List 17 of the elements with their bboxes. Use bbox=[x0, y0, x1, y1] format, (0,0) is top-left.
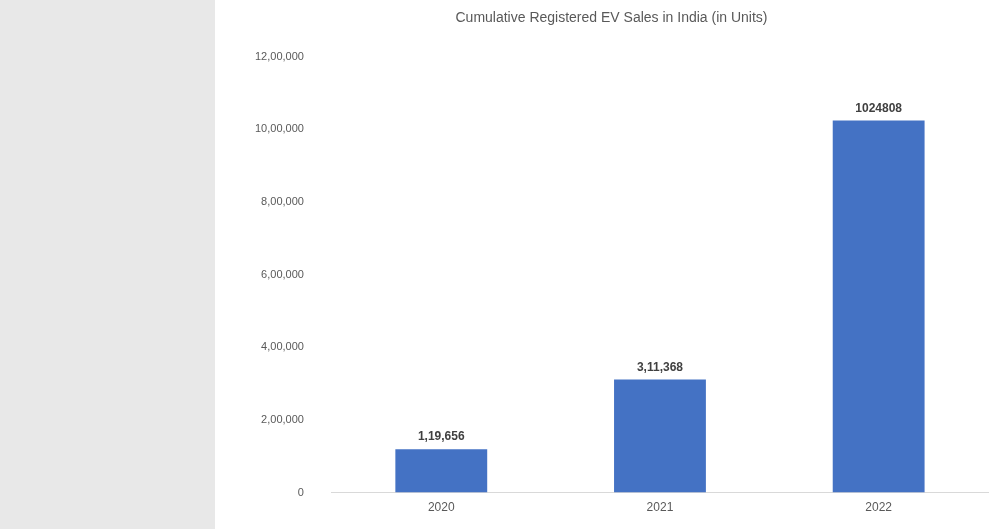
bar bbox=[614, 379, 706, 493]
y-tick-label: 12,00,000 bbox=[255, 49, 304, 62]
x-tick-label: 2021 bbox=[646, 500, 674, 515]
bar bbox=[832, 120, 925, 493]
x-tick-label: 2022 bbox=[865, 500, 893, 515]
data-label: 1,19,656 bbox=[417, 429, 465, 444]
y-tick-label: 2,00,000 bbox=[261, 413, 304, 425]
data-label: 3,11,368 bbox=[636, 359, 684, 374]
data-label: 1024808 bbox=[855, 100, 903, 115]
y-tick-label: 8,00,000 bbox=[261, 195, 304, 208]
x-tick-label: 2020 bbox=[427, 500, 455, 515]
y-tick-label: 6,00,000 bbox=[261, 267, 304, 280]
bar bbox=[395, 449, 488, 493]
y-tick-label: 0 bbox=[297, 485, 304, 498]
y-tick-label: 4,00,000 bbox=[261, 340, 304, 353]
y-tick-label: 10,00,000 bbox=[255, 122, 304, 135]
chart-title: Cumulative Registered EV Sales in India (in Units) bbox=[455, 9, 768, 26]
